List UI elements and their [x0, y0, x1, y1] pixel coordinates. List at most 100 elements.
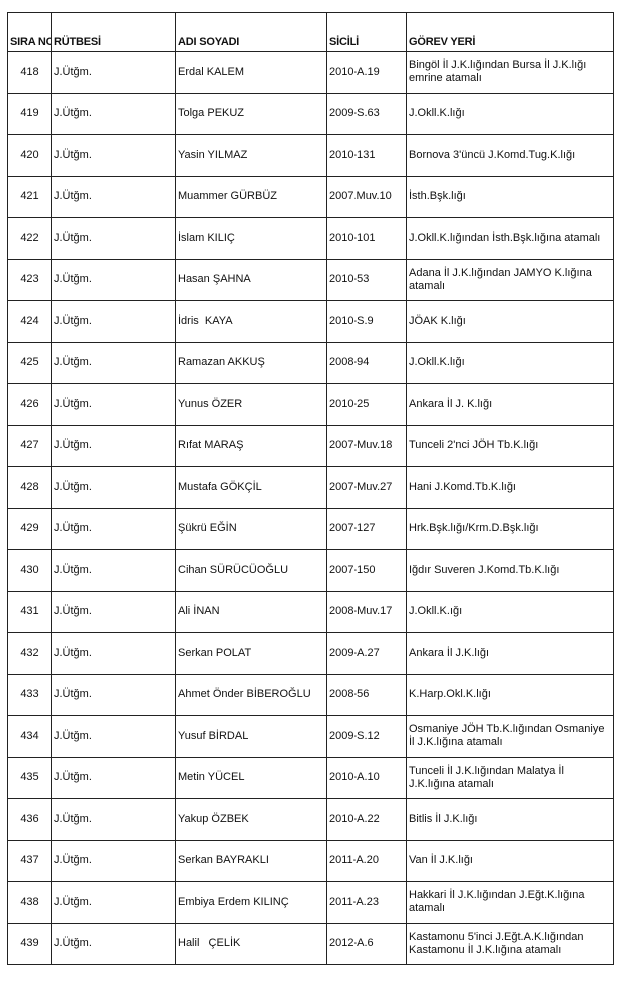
- cell-sicil: 2008-56: [326, 673, 407, 716]
- table-row: 431 J.Ütğm. Ali İNAN 2008-Muv.17 J.Okll.K.ığ…: [7, 590, 614, 633]
- table-row: 429 J.Ütğm. Şükrü EĞİN 2007-127 Hrk.Bşk.lığı…: [7, 507, 614, 550]
- cell-sira-no: 433: [7, 673, 52, 716]
- header-adi-soyadi: ADI SOYADI: [175, 12, 327, 52]
- cell-rutbe: J.Ütğm.: [51, 507, 176, 550]
- cell-gorev-yeri: Hakkari İl J.K.lığından J.Eğt.K.lığına a…: [406, 881, 614, 924]
- cell-rutbe: J.Ütğm.: [51, 673, 176, 716]
- cell-sicil: 2010-S.9: [326, 300, 407, 343]
- cell-gorev-yeri: Van İl J.K.lığı: [406, 839, 614, 882]
- cell-sicil: 2010-A.19: [326, 51, 407, 94]
- cell-sicil: 2011-A.20: [326, 839, 407, 882]
- cell-sicil: 2010-A.22: [326, 798, 407, 841]
- table-row: 426 J.Ütğm. Yunus ÖZER 2010-25 Ankara İl J. …: [7, 383, 614, 426]
- cell-gorev-yeri: Ankara İl J.K.lığı: [406, 632, 614, 675]
- cell-gorev-yeri: Bornova 3'üncü J.Komd.Tug.K.lığı: [406, 134, 614, 177]
- cell-name: Muammer GÜRBÜZ: [175, 175, 327, 218]
- cell-sicil: 2009-S.12: [326, 715, 407, 758]
- table-header-row: SIRA NO RÜTBESİ ADI SOYADI SİCİLİ GÖREV …: [7, 12, 614, 52]
- cell-gorev-yeri: Adana İl J.K.lığından JAMYO K.lığına ata…: [406, 258, 614, 301]
- cell-sira-no: 418: [7, 51, 52, 94]
- cell-sicil: 2009-S.63: [326, 92, 407, 135]
- cell-name: Serkan BAYRAKLI: [175, 839, 327, 882]
- cell-gorev-yeri: Osmaniye JÖH Tb.K.lığından Osmaniye İl J…: [406, 715, 614, 758]
- cell-name: Erdal KALEM: [175, 51, 327, 94]
- cell-sira-no: 419: [7, 92, 52, 135]
- cell-gorev-yeri: J.Okll.K.lığı: [406, 341, 614, 384]
- header-sira-no: SIRA NO: [7, 12, 52, 52]
- cell-sicil: 2010-A.10: [326, 756, 407, 799]
- cell-sira-no: 420: [7, 134, 52, 177]
- cell-sira-no: 430: [7, 549, 52, 592]
- cell-gorev-yeri: İsth.Bşk.lığı: [406, 175, 614, 218]
- cell-name: İdris KAYA: [175, 300, 327, 343]
- table-row: 418 J.Ütğm. Erdal KALEM 2010-A.19 Bingöl İl …: [7, 51, 614, 94]
- cell-gorev-yeri: Iğdır Suveren J.Komd.Tb.K.lığı: [406, 549, 614, 592]
- cell-rutbe: J.Ütğm.: [51, 217, 176, 260]
- table-row: 438 J.Ütğm. Embiya Erdem KILINÇ 2011-A.23 Ha…: [7, 881, 614, 924]
- cell-gorev-yeri: Bitlis İl J.K.lığı: [406, 798, 614, 841]
- cell-rutbe: J.Ütğm.: [51, 300, 176, 343]
- table-row: 428 J.Ütğm. Mustafa GÖKÇİL 2007-Muv.27 Hani …: [7, 466, 614, 509]
- cell-sira-no: 439: [7, 922, 52, 965]
- cell-rutbe: J.Ütğm.: [51, 756, 176, 799]
- cell-rutbe: J.Ütğm.: [51, 881, 176, 924]
- cell-sira-no: 427: [7, 424, 52, 467]
- cell-sira-no: 422: [7, 217, 52, 260]
- cell-gorev-yeri: K.Harp.Okl.K.lığı: [406, 673, 614, 716]
- table-row: 420 J.Ütğm. Yasin YILMAZ 2010-131 Bornova 3'…: [7, 134, 614, 177]
- cell-sira-no: 431: [7, 590, 52, 633]
- cell-sicil: 2008-94: [326, 341, 407, 384]
- cell-rutbe: J.Ütğm.: [51, 922, 176, 965]
- cell-name: Hasan ŞAHNA: [175, 258, 327, 301]
- cell-rutbe: J.Ütğm.: [51, 341, 176, 384]
- cell-name: İslam KILIÇ: [175, 217, 327, 260]
- header-rutbesi: RÜTBESİ: [51, 12, 176, 52]
- cell-sicil: 2010-25: [326, 383, 407, 426]
- cell-gorev-yeri: J.Okll.K.lığı: [406, 92, 614, 135]
- cell-name: Embiya Erdem KILINÇ: [175, 881, 327, 924]
- cell-gorev-yeri: Ankara İl J. K.lığı: [406, 383, 614, 426]
- cell-rutbe: J.Ütğm.: [51, 590, 176, 633]
- cell-name: Rıfat MARAŞ: [175, 424, 327, 467]
- table-body: 418 J.Ütğm. Erdal KALEM 2010-A.19 Bingöl İl …: [7, 51, 614, 965]
- cell-gorev-yeri: J.Okll.K.lığından İsth.Bşk.lığına atamal…: [406, 217, 614, 260]
- cell-rutbe: J.Ütğm.: [51, 466, 176, 509]
- cell-sira-no: 428: [7, 466, 52, 509]
- cell-name: Serkan POLAT: [175, 632, 327, 675]
- cell-name: Ali İNAN: [175, 590, 327, 633]
- cell-sicil: 2012-A.6: [326, 922, 407, 965]
- cell-sira-no: 425: [7, 341, 52, 384]
- table-row: 433 J.Ütğm. Ahmet Önder BİBEROĞLU 2008-56 K.…: [7, 673, 614, 716]
- cell-sira-no: 421: [7, 175, 52, 218]
- cell-name: Mustafa GÖKÇİL: [175, 466, 327, 509]
- cell-sicil: 2007-150: [326, 549, 407, 592]
- cell-rutbe: J.Ütğm.: [51, 632, 176, 675]
- cell-rutbe: J.Ütğm.: [51, 798, 176, 841]
- table-row: 421 J.Ütğm. Muammer GÜRBÜZ 2007.Muv.10 İsth.…: [7, 175, 614, 218]
- cell-sira-no: 429: [7, 507, 52, 550]
- table-row: 437 J.Ütğm. Serkan BAYRAKLI 2011-A.20 Van İl…: [7, 839, 614, 882]
- cell-sicil: 2010-131: [326, 134, 407, 177]
- table-row: 436 J.Ütğm. Yakup ÖZBEK 2010-A.22 Bitlis İl …: [7, 798, 614, 841]
- cell-sicil: 2011-A.23: [326, 881, 407, 924]
- cell-sira-no: 437: [7, 839, 52, 882]
- cell-sira-no: 423: [7, 258, 52, 301]
- cell-sira-no: 438: [7, 881, 52, 924]
- table-row: 435 J.Ütğm. Metin YÜCEL 2010-A.10 Tunceli İl…: [7, 756, 614, 799]
- cell-sira-no: 432: [7, 632, 52, 675]
- cell-sira-no: 426: [7, 383, 52, 426]
- cell-name: Yunus ÖZER: [175, 383, 327, 426]
- cell-sira-no: 424: [7, 300, 52, 343]
- cell-sira-no: 436: [7, 798, 52, 841]
- cell-gorev-yeri: Tunceli 2'nci JÖH Tb.K.lığı: [406, 424, 614, 467]
- cell-sicil: 2007-Muv.18: [326, 424, 407, 467]
- table-row: 424 J.Ütğm. İdris KAYA 2010-S.9 JÖAK K.lığı: [7, 300, 614, 343]
- table-row: 419 J.Ütğm. Tolga PEKUZ 2009-S.63 J.Okll.K.l…: [7, 92, 614, 135]
- cell-rutbe: J.Ütğm.: [51, 839, 176, 882]
- cell-rutbe: J.Ütğm.: [51, 134, 176, 177]
- cell-name: Ramazan AKKUŞ: [175, 341, 327, 384]
- cell-sicil: 2007-127: [326, 507, 407, 550]
- table-row: 430 J.Ütğm. Cihan SÜRÜCÜOĞLU 2007-150 Iğdır …: [7, 549, 614, 592]
- table-row: 427 J.Ütğm. Rıfat MARAŞ 2007-Muv.18 Tunceli …: [7, 424, 614, 467]
- table-row: 434 J.Ütğm. Yusuf BİRDAL 2009-S.12 Osmaniye …: [7, 715, 614, 758]
